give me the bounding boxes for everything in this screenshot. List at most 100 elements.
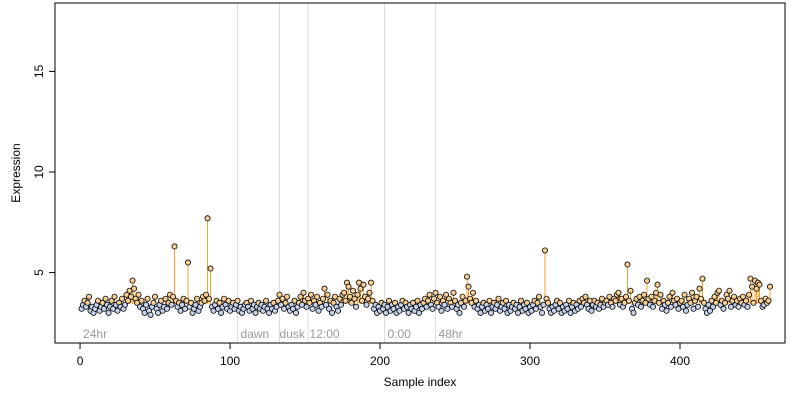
point (644, 277, 651, 284)
point (641, 291, 648, 298)
point (336, 295, 343, 302)
y-axis-label: Expression (9, 143, 23, 202)
point (363, 301, 370, 308)
point (84, 299, 91, 306)
point (185, 259, 192, 266)
point (609, 303, 616, 310)
point (437, 293, 444, 300)
point (351, 295, 358, 302)
point (152, 293, 159, 300)
point (111, 293, 118, 300)
point (716, 287, 723, 294)
point (441, 301, 448, 308)
point (756, 281, 763, 288)
point (386, 297, 393, 304)
point (330, 299, 337, 306)
y-tick-label: 10 (32, 165, 46, 179)
point (740, 293, 747, 300)
point (144, 295, 151, 302)
point (612, 297, 619, 304)
point (416, 309, 423, 316)
point (314, 293, 321, 300)
point (108, 297, 115, 304)
point (626, 297, 633, 304)
point (234, 297, 241, 304)
point (171, 243, 178, 250)
point (542, 247, 549, 254)
annotation: 12:00 (310, 327, 340, 341)
point (726, 287, 733, 294)
point (753, 285, 760, 292)
point (203, 291, 210, 298)
point (102, 295, 109, 302)
point (179, 301, 186, 308)
point (465, 283, 472, 290)
point (308, 291, 315, 298)
point (630, 309, 637, 316)
annotation: 48hr (439, 327, 463, 341)
point (473, 297, 480, 304)
vline-layer (237, 3, 437, 343)
point (360, 281, 367, 288)
x-tick-label: 300 (520, 354, 540, 368)
point (503, 297, 510, 304)
point (588, 307, 595, 314)
point (329, 309, 336, 316)
point (678, 297, 685, 304)
annotation: 24hr (83, 327, 107, 341)
point (216, 299, 223, 306)
point (435, 303, 442, 310)
point (218, 309, 225, 316)
point (683, 307, 690, 314)
point (369, 297, 376, 304)
point (321, 285, 328, 292)
point (323, 301, 330, 308)
point (615, 289, 622, 296)
point (461, 303, 468, 310)
point (501, 305, 508, 312)
point (194, 295, 201, 302)
point (368, 279, 375, 286)
point (695, 303, 702, 310)
point (326, 305, 333, 312)
point (131, 285, 138, 292)
point (681, 291, 688, 298)
point (438, 307, 445, 314)
y-tick-label: 15 (32, 64, 46, 78)
point (744, 303, 751, 310)
point (426, 291, 433, 298)
point (147, 311, 154, 318)
point (731, 293, 738, 300)
point (366, 289, 373, 296)
point (354, 291, 361, 298)
point (138, 297, 145, 304)
point (638, 303, 645, 310)
point (324, 291, 331, 298)
point (135, 291, 142, 298)
point (405, 309, 412, 316)
point (767, 283, 774, 290)
annotation: dusk (280, 327, 306, 341)
point-layer (78, 215, 774, 318)
y-tick-label: 5 (32, 269, 46, 276)
point (699, 275, 706, 282)
point (648, 293, 655, 300)
point (722, 299, 729, 306)
point (101, 305, 108, 312)
point (750, 299, 757, 306)
point (663, 307, 670, 314)
point (518, 297, 525, 304)
point (488, 309, 495, 316)
point (150, 299, 157, 306)
point (414, 297, 421, 304)
point (338, 301, 345, 308)
point (282, 299, 289, 306)
point (168, 301, 175, 308)
point (359, 297, 366, 304)
point (320, 295, 327, 302)
point (114, 307, 121, 314)
point (335, 307, 342, 314)
point (650, 303, 657, 310)
point (164, 305, 171, 312)
point (450, 289, 457, 296)
